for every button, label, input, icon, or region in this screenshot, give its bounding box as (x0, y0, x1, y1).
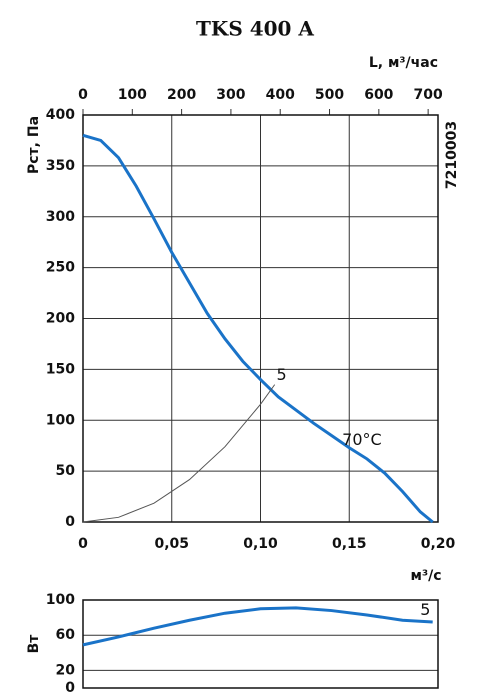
x-tick-label: 0,20 (421, 536, 456, 552)
data-line (82, 133, 434, 524)
x2-tick-label: 700 (414, 87, 443, 103)
data-line (82, 384, 276, 523)
x2-tick-label: 600 (364, 87, 393, 103)
x-tick-label: 0,15 (332, 536, 367, 552)
y-axis-label: Вт (26, 634, 42, 654)
y-tick-label: 350 (46, 158, 75, 174)
y-tick-label: 100 (46, 412, 75, 428)
y-axis-label: Pст, Па (26, 116, 42, 174)
annotation: 70°C (342, 430, 382, 449)
y-tick-label: 250 (46, 260, 75, 276)
y-tick-label: 0 (65, 680, 75, 696)
x2-tick-label: 500 (315, 87, 344, 103)
x2-tick-label: 0 (78, 87, 88, 103)
data-line (82, 606, 433, 647)
y-tick-label: 400 (46, 107, 75, 123)
annotation: 5 (420, 600, 430, 619)
x2-axis-label: L, м³/час (369, 55, 438, 71)
x2-tick-label: 200 (167, 87, 196, 103)
x2-tick-label: 300 (216, 87, 245, 103)
x-tick-label: 0 (78, 536, 88, 552)
x2-tick-label: 400 (266, 87, 295, 103)
chart-title: TKS 400 A (196, 17, 314, 41)
x-tick-label: 0,10 (243, 536, 278, 552)
y-tick-label: 200 (46, 311, 75, 327)
x-tick-label: 0,05 (154, 536, 189, 552)
y-tick-label: 100 (46, 592, 75, 608)
y-tick-label: 300 (46, 209, 75, 225)
plot-frame (82, 599, 439, 689)
annotation: 5 (276, 365, 286, 384)
y-tick-label: 150 (46, 361, 75, 377)
y-tick-label: 60 (56, 627, 76, 643)
chart-code: 7210003 (444, 121, 460, 189)
x2-tick-label: 100 (118, 87, 147, 103)
x-axis-label: м³/с (411, 568, 442, 584)
y-tick-label: 0 (65, 514, 75, 530)
y-tick-label: 50 (56, 463, 76, 479)
y-tick-label: 20 (56, 662, 76, 678)
plot-frame (82, 114, 439, 523)
